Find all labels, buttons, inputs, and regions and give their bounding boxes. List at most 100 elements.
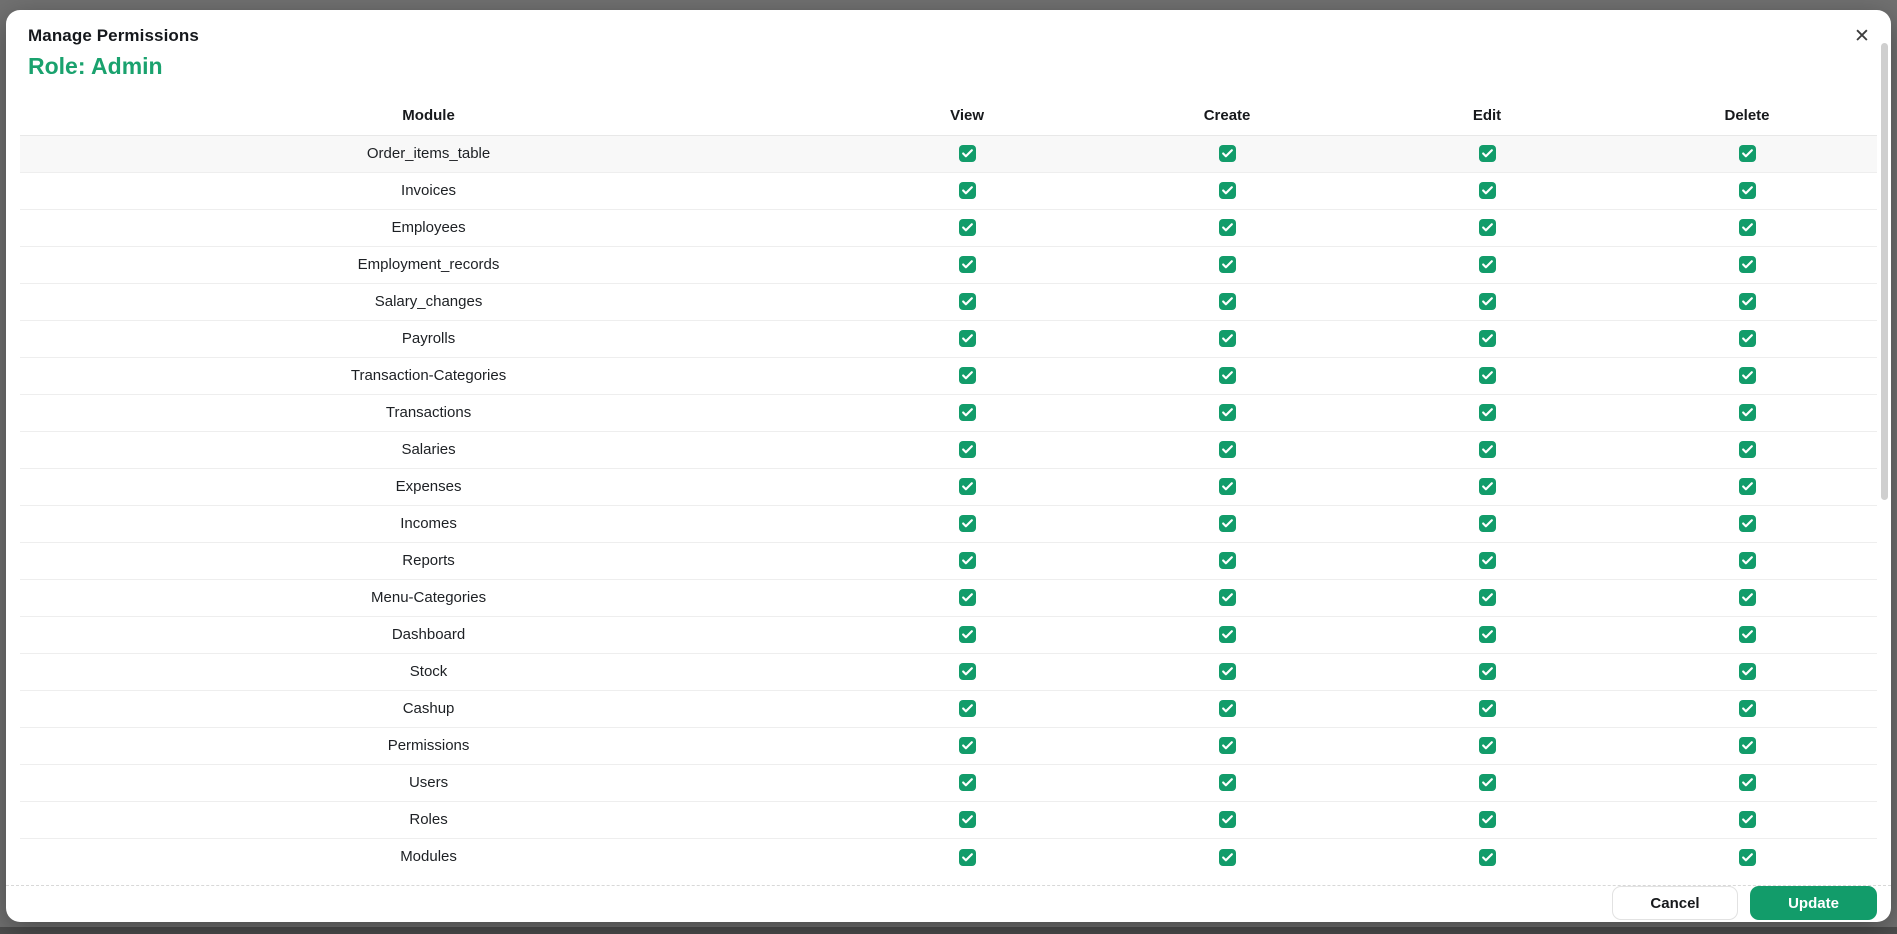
permission-checkbox-view[interactable]	[958, 663, 976, 681]
permission-cell-create	[1097, 579, 1358, 617]
permission-checkbox-edit[interactable]	[1478, 293, 1496, 311]
permission-checkbox-create[interactable]	[1218, 219, 1236, 237]
permission-checkbox-view[interactable]	[958, 441, 976, 459]
permission-checkbox-create[interactable]	[1218, 515, 1236, 533]
permission-checkbox-create[interactable]	[1218, 441, 1236, 459]
permission-cell-view	[837, 838, 1097, 875]
cancel-button[interactable]: Cancel	[1612, 886, 1738, 920]
permission-checkbox-edit[interactable]	[1478, 182, 1496, 200]
checkmark-icon	[1741, 334, 1753, 343]
permission-checkbox-edit[interactable]	[1478, 774, 1496, 792]
permission-checkbox-create[interactable]	[1218, 330, 1236, 348]
permission-checkbox-delete[interactable]	[1738, 700, 1756, 718]
permission-checkbox-view[interactable]	[958, 145, 976, 163]
permission-checkbox-view[interactable]	[958, 515, 976, 533]
permission-checkbox-create[interactable]	[1218, 256, 1236, 274]
table-row: Transactions	[20, 394, 1877, 432]
permission-checkbox-delete[interactable]	[1738, 330, 1756, 348]
permission-checkbox-edit[interactable]	[1478, 737, 1496, 755]
permission-checkbox-create[interactable]	[1218, 367, 1236, 385]
permission-checkbox-create[interactable]	[1218, 737, 1236, 755]
checkmark-icon	[1481, 371, 1493, 380]
permission-checkbox-view[interactable]	[958, 182, 976, 200]
permission-checkbox-edit[interactable]	[1478, 552, 1496, 570]
permission-checkbox-delete[interactable]	[1738, 256, 1756, 274]
permission-checkbox-view[interactable]	[958, 774, 976, 792]
permission-checkbox-edit[interactable]	[1478, 478, 1496, 496]
permission-checkbox-edit[interactable]	[1478, 700, 1496, 718]
permission-checkbox-delete[interactable]	[1738, 552, 1756, 570]
permission-checkbox-view[interactable]	[958, 589, 976, 607]
permission-checkbox-create[interactable]	[1218, 404, 1236, 422]
permission-checkbox-edit[interactable]	[1478, 663, 1496, 681]
permission-checkbox-edit[interactable]	[1478, 589, 1496, 607]
permission-checkbox-create[interactable]	[1218, 145, 1236, 163]
permission-checkbox-view[interactable]	[958, 330, 976, 348]
permission-checkbox-create[interactable]	[1218, 848, 1236, 866]
permission-checkbox-view[interactable]	[958, 626, 976, 644]
permission-cell-view	[837, 690, 1098, 728]
update-button[interactable]: Update	[1750, 886, 1877, 920]
checkmark-icon	[1741, 593, 1753, 602]
permission-checkbox-delete[interactable]	[1738, 219, 1756, 237]
permission-checkbox-create[interactable]	[1218, 293, 1236, 311]
permission-checkbox-edit[interactable]	[1478, 811, 1496, 829]
permission-checkbox-create[interactable]	[1218, 478, 1236, 496]
permission-checkbox-delete[interactable]	[1738, 515, 1756, 533]
permission-checkbox-edit[interactable]	[1478, 256, 1496, 274]
permission-cell-edit	[1357, 468, 1617, 506]
permission-checkbox-create[interactable]	[1218, 811, 1236, 829]
permission-checkbox-edit[interactable]	[1478, 404, 1496, 422]
permission-checkbox-edit[interactable]	[1478, 626, 1496, 644]
permission-checkbox-delete[interactable]	[1738, 737, 1756, 755]
checkmark-icon	[961, 852, 973, 861]
permission-checkbox-edit[interactable]	[1478, 330, 1496, 348]
permission-checkbox-create[interactable]	[1218, 700, 1236, 718]
permission-checkbox-view[interactable]	[958, 811, 976, 829]
permission-checkbox-delete[interactable]	[1738, 774, 1756, 792]
permission-checkbox-delete[interactable]	[1738, 626, 1756, 644]
table-head-row: Module View Create Edit Delete	[20, 97, 1877, 136]
checkmark-icon	[961, 704, 973, 713]
permission-checkbox-view[interactable]	[958, 367, 976, 385]
permission-checkbox-edit[interactable]	[1478, 367, 1496, 385]
permission-checkbox-delete[interactable]	[1738, 441, 1756, 459]
permission-checkbox-edit[interactable]	[1478, 848, 1496, 866]
permission-checkbox-delete[interactable]	[1738, 367, 1756, 385]
permission-checkbox-delete[interactable]	[1738, 145, 1756, 163]
permission-checkbox-edit[interactable]	[1478, 441, 1496, 459]
permission-checkbox-delete[interactable]	[1738, 811, 1756, 829]
permission-checkbox-delete[interactable]	[1738, 404, 1756, 422]
permission-checkbox-delete[interactable]	[1738, 478, 1756, 496]
permission-checkbox-view[interactable]	[958, 848, 976, 866]
checkmark-icon	[1481, 297, 1493, 306]
permission-checkbox-delete[interactable]	[1738, 293, 1756, 311]
permission-cell-edit	[1357, 764, 1617, 802]
permission-cell-create	[1097, 653, 1358, 691]
permission-checkbox-view[interactable]	[958, 293, 976, 311]
permission-checkbox-view[interactable]	[958, 404, 976, 422]
permission-checkbox-create[interactable]	[1218, 182, 1236, 200]
permission-checkbox-create[interactable]	[1218, 774, 1236, 792]
close-button[interactable]: ✕	[1849, 24, 1875, 50]
permission-checkbox-create[interactable]	[1218, 552, 1236, 570]
permission-checkbox-view[interactable]	[958, 219, 976, 237]
scrollbar-thumb[interactable]	[1881, 43, 1888, 500]
permission-checkbox-delete[interactable]	[1738, 182, 1756, 200]
permission-checkbox-view[interactable]	[958, 478, 976, 496]
permission-checkbox-edit[interactable]	[1478, 219, 1496, 237]
permission-checkbox-view[interactable]	[958, 256, 976, 274]
permission-checkbox-delete[interactable]	[1738, 589, 1756, 607]
permission-checkbox-delete[interactable]	[1738, 663, 1756, 681]
permission-checkbox-edit[interactable]	[1478, 515, 1496, 533]
permission-checkbox-edit[interactable]	[1478, 145, 1496, 163]
checkmark-icon	[961, 408, 973, 417]
permission-cell-create	[1097, 320, 1358, 358]
permission-checkbox-create[interactable]	[1218, 589, 1236, 607]
permission-checkbox-view[interactable]	[958, 552, 976, 570]
permission-checkbox-view[interactable]	[958, 700, 976, 718]
permission-checkbox-delete[interactable]	[1738, 848, 1756, 866]
permission-checkbox-create[interactable]	[1218, 626, 1236, 644]
permission-checkbox-create[interactable]	[1218, 663, 1236, 681]
permission-checkbox-view[interactable]	[958, 737, 976, 755]
